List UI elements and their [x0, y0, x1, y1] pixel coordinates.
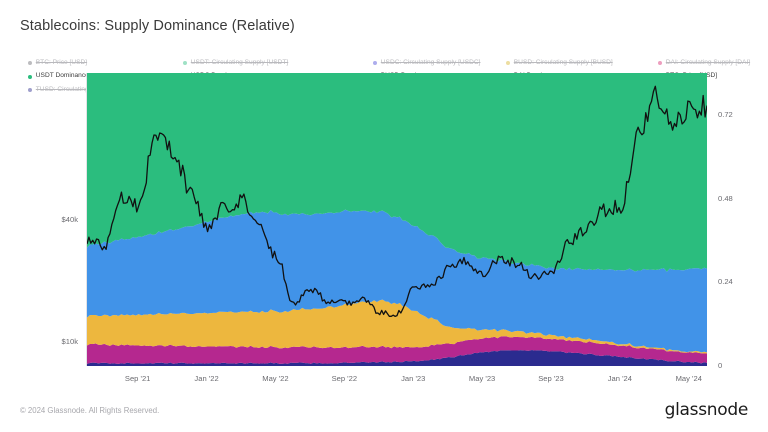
x-axis-tick-label: May '24: [675, 374, 702, 383]
legend-color-dot-icon: [506, 61, 511, 66]
plot-area: [86, 73, 707, 366]
legend-color-dot-icon: [658, 61, 663, 66]
y-right-tick-label: 0.24: [718, 277, 733, 287]
y-right-tick-label: 0.48: [718, 193, 733, 203]
legend-item-label: USDT: Circulating Supply [USDT]: [190, 58, 289, 66]
chart-svg: [87, 73, 707, 366]
y-left-tick-label: $10k: [61, 336, 78, 346]
legend-item-dai-circulating-supply-dai[interactable]: DAI: Circulating Supply [DAI]: [658, 57, 750, 70]
x-axis-tick-label: Sep '22: [331, 374, 358, 383]
legend-color-dot-icon: [28, 88, 33, 93]
legend-item-label: USDT Dominance: [35, 72, 89, 80]
area-band-usdt: [87, 73, 707, 272]
area-band-tusd: [87, 350, 707, 366]
copyright-text: © 2024 Glassnode. All Rights Reserved.: [20, 406, 160, 415]
x-axis-tick-label: May '23: [468, 374, 496, 383]
y-left-tick-label: $40k: [61, 214, 78, 224]
legend-color-dot-icon: [28, 61, 33, 66]
x-axis-tick-label: Jan '22: [194, 374, 219, 383]
legend-item-usdt-dominance[interactable]: USDT Dominance: [28, 71, 89, 84]
y-right-tick-label: 0.72: [718, 109, 733, 119]
page-title: Stablecoins: Supply Dominance (Relative): [20, 18, 295, 34]
legend-item-busd-circulating-supply-busd[interactable]: BUSD: Circulating Supply [BUSD]: [506, 57, 613, 70]
legend-item-label: BUSD: Circulating Supply [BUSD]: [513, 58, 613, 66]
legend-color-dot-icon: [373, 61, 378, 66]
legend-item-label: TUSD: Circulating Supply [TUSD]: [35, 85, 134, 93]
legend-item-usdt-circulating-supply-usdt[interactable]: USDT: Circulating Supply [USDT]: [183, 57, 288, 70]
legend-item-btc-price-usd[interactable]: BTC: Price [USD]: [28, 57, 87, 70]
legend-item-label: USDC: Circulating Supply [USDC]: [380, 58, 481, 66]
legend-color-dot-icon: [183, 61, 188, 66]
glassnode-logo: glassnode: [664, 400, 749, 420]
legend-item-tusd-circulating-supply-tusd[interactable]: TUSD: Circulating Supply [TUSD]: [28, 84, 134, 97]
btc-price-line: [87, 85, 707, 318]
legend-item-usdc-circulating-supply-usdc[interactable]: USDC: Circulating Supply [USDC]: [373, 57, 480, 70]
legend-color-dot-icon: [28, 74, 33, 79]
area-band-dai: [87, 336, 707, 364]
x-axis-tick-label: Sep '21: [124, 374, 151, 383]
x-axis-tick-label: Jan '23: [401, 374, 426, 383]
x-axis-tick-label: Sep '23: [538, 374, 564, 383]
area-band-usdc: [87, 209, 707, 353]
x-axis-tick-label: Jan '24: [607, 374, 632, 383]
area-band-busd: [87, 299, 707, 354]
y-right-tick-label: 0: [718, 361, 723, 370]
legend-item-label: DAI: Circulating Supply [DAI]: [665, 58, 751, 66]
x-axis-tick-label: May '22: [262, 374, 289, 383]
legend-item-label: BTC: Price [USD]: [35, 58, 88, 66]
